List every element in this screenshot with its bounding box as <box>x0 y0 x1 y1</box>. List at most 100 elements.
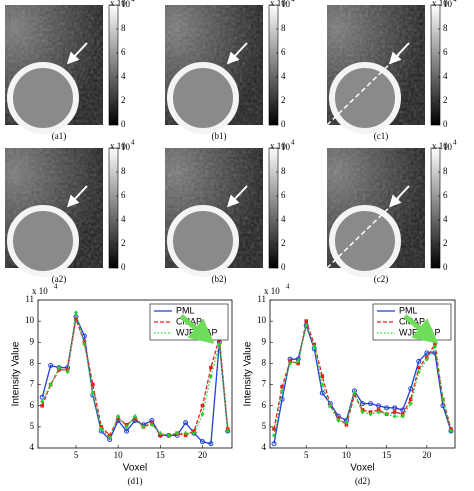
phantom-ring <box>167 62 239 134</box>
data-point <box>73 310 78 315</box>
colorbar-exponent: 4 <box>291 139 295 147</box>
colorbar-multiplier: x 10 <box>270 0 286 8</box>
colorbar-tick-label: 4 <box>121 214 126 224</box>
image-panel: 0 2 4 6 8 10x 10 4 (c2) <box>326 139 457 284</box>
x-tick-label: 15 <box>156 450 166 460</box>
colorbar-multiplier: x 10 <box>432 0 448 8</box>
image-panel: 0 2 4 6 8 10x 10 4 (c1) <box>326 0 457 141</box>
x-axis-label: Voxel <box>350 463 374 474</box>
phantom-disk <box>332 208 398 274</box>
y-tick-label: 7 <box>30 379 35 389</box>
colorbar-multiplier: x 10 <box>110 141 126 151</box>
data-point <box>319 390 325 396</box>
colorbar-multiplier: x 10 <box>432 141 448 151</box>
colorbar-tick-label: 8 <box>443 23 448 33</box>
pointer-arrow <box>388 185 410 208</box>
panel-label: (b2) <box>212 274 227 284</box>
data-point <box>199 439 205 445</box>
colorbar-tick-label: 0 <box>121 262 126 272</box>
legend-label: PML <box>176 305 195 315</box>
y-exponent: 4 <box>286 283 290 291</box>
y-multiplier: x 10 <box>32 286 48 296</box>
phantom-disk <box>332 65 398 131</box>
colorbar <box>268 4 279 126</box>
y-tick-label: 8 <box>30 357 35 367</box>
phantom-ring <box>167 205 239 277</box>
colorbar-tick-label: 10 <box>281 142 291 152</box>
colorbar-tick-label: 10 <box>121 142 131 152</box>
series-line <box>41 316 229 437</box>
data-point <box>141 424 146 430</box>
y-tick-label: 5 <box>30 421 35 431</box>
phantom-ring <box>329 62 401 134</box>
data-point <box>280 388 285 394</box>
data-point <box>48 382 53 387</box>
profile-line <box>326 54 400 126</box>
y-tick-label: 4 <box>262 442 267 452</box>
data-point <box>336 418 341 423</box>
colorbar-tick-label: 2 <box>281 238 286 248</box>
data-point <box>392 413 397 419</box>
highlight-arrow <box>403 314 439 345</box>
pointer-arrow <box>66 42 88 65</box>
data-point <box>272 427 276 431</box>
colorbar-tick-label: 6 <box>443 190 448 200</box>
pointer-arrow <box>226 42 248 65</box>
data-point <box>65 369 70 375</box>
colorbar-tick-label: 4 <box>443 214 448 224</box>
data-point <box>408 386 414 392</box>
phantom-disk <box>170 208 236 274</box>
colorbar-tick-label: 8 <box>121 166 126 176</box>
y-tick-label: 11 <box>257 294 266 304</box>
profile-line <box>326 197 400 269</box>
data-point <box>384 405 390 411</box>
data-point <box>158 430 163 436</box>
colorbar-tick-label: 0 <box>281 119 286 129</box>
colorbar-tick-label: 4 <box>281 71 286 81</box>
data-point <box>90 390 95 396</box>
highlight-arrow <box>179 314 215 345</box>
y-tick-label: 4 <box>30 442 35 452</box>
data-point <box>175 430 180 436</box>
legend-label: PML <box>399 305 418 315</box>
data-point <box>360 401 365 407</box>
data-point <box>166 433 171 438</box>
x-tick-label: 20 <box>422 450 432 460</box>
phantom-ring <box>329 205 401 277</box>
data-point <box>124 424 129 430</box>
y-tick-label: 10 <box>257 315 267 325</box>
data-point <box>400 413 405 419</box>
chart-caption: (d2) <box>355 476 370 486</box>
colorbar-tick-label: 8 <box>281 166 286 176</box>
data-point <box>440 397 445 402</box>
data-point <box>432 350 438 356</box>
colorbar-tick-label: 0 <box>121 119 126 129</box>
data-point <box>360 409 365 415</box>
colorbar-tick-label: 6 <box>281 47 286 57</box>
data-point <box>368 401 374 407</box>
data-point <box>149 422 154 428</box>
data-point <box>408 401 413 406</box>
data-point <box>40 399 45 404</box>
data-point <box>116 413 121 419</box>
y-axis-label: Intensity Value <box>243 341 254 406</box>
data-point <box>200 411 205 417</box>
colorbar-tick-label: 2 <box>443 238 448 248</box>
colorbar-tick-label: 10 <box>443 142 453 152</box>
colorbar-exponent: 4 <box>453 0 457 4</box>
y-tick-label: 6 <box>262 400 267 410</box>
data-point <box>208 441 214 447</box>
phantom-disk <box>10 208 76 274</box>
data-point <box>271 441 277 447</box>
colorbar-tick-label: 4 <box>443 71 448 81</box>
colorbar-tick-label: 0 <box>443 119 448 129</box>
data-point <box>91 382 95 387</box>
colorbar-tick-label: 10 <box>121 0 131 9</box>
y-tick-label: 11 <box>25 294 34 304</box>
data-point <box>376 409 381 415</box>
data-point <box>99 426 104 432</box>
chart-caption: (d1) <box>128 476 143 486</box>
colorbar <box>430 4 441 126</box>
y-tick-label: 9 <box>262 336 267 346</box>
data-point <box>57 365 62 370</box>
